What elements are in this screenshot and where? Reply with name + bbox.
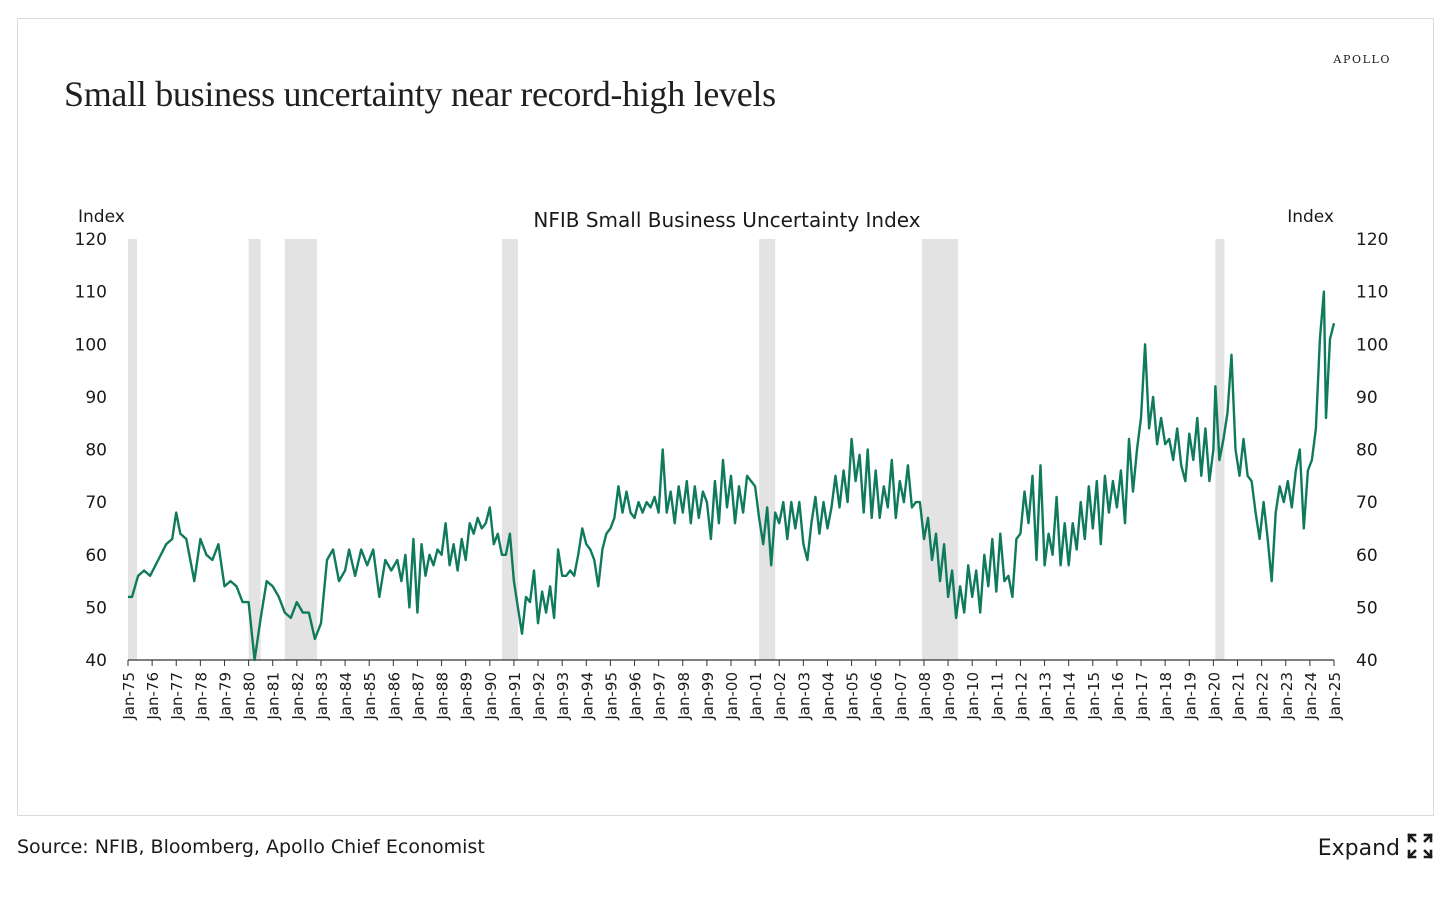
x-tick-label: Jan-12: [1012, 672, 1030, 721]
x-tick-label: Jan-82: [289, 672, 307, 721]
x-tick-label: Jan-78: [192, 672, 210, 721]
recession-band: [284, 239, 317, 660]
x-tick-label: Jan-16: [1109, 672, 1127, 721]
x-tick-label: Jan-75: [120, 672, 138, 721]
x-tick-label: Jan-89: [458, 672, 476, 721]
x-tick-label: Jan-23: [1278, 672, 1296, 721]
y-tick-left: 40: [85, 651, 107, 671]
x-tick-label: Jan-11: [988, 672, 1006, 721]
x-tick-label: Jan-18: [1157, 672, 1175, 721]
x-tick-label: Jan-01: [747, 672, 765, 721]
x-tick-label: Jan-80: [241, 672, 259, 721]
x-tick-label: Jan-24: [1302, 672, 1320, 721]
uncertainty-chart: 40 40 50 50 60 60 70 70 80 80 90 90 100 100 110 110 120 1…: [75, 207, 1389, 721]
x-tick-label: Jan-90: [482, 672, 500, 721]
y-tick-right: 100: [1356, 335, 1388, 355]
expand-button[interactable]: Expand: [1318, 832, 1434, 864]
y-tick-left: 120: [75, 230, 107, 250]
x-tick-label: Jan-87: [409, 672, 427, 721]
x-tick-label: Jan-88: [434, 672, 452, 721]
y-tick-left: 60: [85, 546, 107, 566]
x-tick-label: Jan-99: [699, 672, 717, 721]
x-tick-label: Jan-13: [1037, 672, 1055, 721]
y-tick-right: 120: [1356, 230, 1388, 250]
recession-band: [248, 239, 261, 660]
x-tick-label: Jan-93: [554, 672, 572, 721]
x-tick-label: Jan-03: [795, 672, 813, 721]
y-axis-label-left: Index: [78, 207, 125, 227]
x-tick-label: Jan-22: [1254, 672, 1272, 721]
x-tick-label: Jan-83: [313, 672, 331, 721]
y-tick-right: 70: [1356, 493, 1378, 513]
expand-label: Expand: [1317, 835, 1400, 861]
x-tick-label: Jan-25: [1326, 672, 1344, 721]
x-tick-label: Jan-96: [627, 672, 645, 721]
x-tick-label: Jan-94: [578, 672, 596, 721]
recession-band: [921, 239, 959, 660]
uncertainty-index-line: [128, 290, 1336, 662]
x-tick-label: Jan-84: [337, 672, 355, 721]
chart-title: NFIB Small Business Uncertainty Index: [533, 208, 920, 232]
y-axis-label-right: Index: [1287, 207, 1334, 227]
y-tick-left: 90: [85, 388, 107, 408]
x-tick-label: Jan-98: [675, 672, 693, 721]
x-tick-label: Jan-04: [819, 672, 837, 721]
x-tick-label: Jan-77: [168, 672, 186, 721]
recession-band: [128, 239, 137, 660]
x-tick-label: Jan-92: [530, 672, 548, 721]
x-tick-label: Jan-79: [216, 672, 234, 721]
source-note: Source: NFIB, Bloomberg, Apollo Chief Ec…: [17, 836, 485, 858]
x-tick-label: Jan-07: [892, 672, 910, 721]
x-tick-label: Jan-21: [1230, 672, 1248, 721]
x-tick-label: Jan-81: [265, 672, 283, 721]
x-tick-label: Jan-19: [1181, 672, 1199, 721]
y-tick-right: 60: [1356, 546, 1378, 566]
x-tick-label: Jan-76: [144, 672, 162, 721]
expand-arrows-icon: [1406, 832, 1434, 864]
y-tick-right: 90: [1356, 388, 1378, 408]
y-tick-left: 100: [75, 335, 107, 355]
x-tick-label: Jan-08: [916, 672, 934, 721]
y-tick-right: 110: [1356, 283, 1388, 303]
x-tick-label: Jan-20: [1205, 672, 1223, 721]
page-title: Small business uncertainty near record-h…: [64, 74, 776, 114]
x-tick-label: Jan-85: [361, 672, 379, 721]
y-tick-right: 40: [1356, 651, 1378, 671]
x-tick-label: Jan-15: [1085, 672, 1103, 721]
x-tick-label: Jan-05: [844, 672, 862, 721]
x-tick-label: Jan-09: [940, 672, 958, 721]
recession-band: [759, 239, 776, 660]
x-tick-label: Jan-86: [385, 672, 403, 721]
y-tick-right: 80: [1356, 441, 1378, 461]
x-tick-label: Jan-06: [868, 672, 886, 721]
x-tick-label: Jan-10: [964, 672, 982, 721]
y-tick-left: 50: [85, 598, 107, 618]
y-tick-left: 70: [85, 493, 107, 513]
x-tick-label: Jan-91: [506, 672, 524, 721]
y-tick-right: 50: [1356, 598, 1378, 618]
x-tick-label: Jan-02: [771, 672, 789, 721]
x-tick-label: Jan-95: [602, 672, 620, 721]
x-tick-label: Jan-17: [1133, 672, 1151, 721]
y-tick-left: 80: [85, 441, 107, 461]
x-tick-label: Jan-97: [651, 672, 669, 721]
y-tick-left: 110: [75, 283, 107, 303]
x-tick-label: Jan-14: [1061, 672, 1079, 721]
brand-logo: APOLLO: [1333, 53, 1391, 66]
x-tick-label: Jan-00: [723, 672, 741, 721]
